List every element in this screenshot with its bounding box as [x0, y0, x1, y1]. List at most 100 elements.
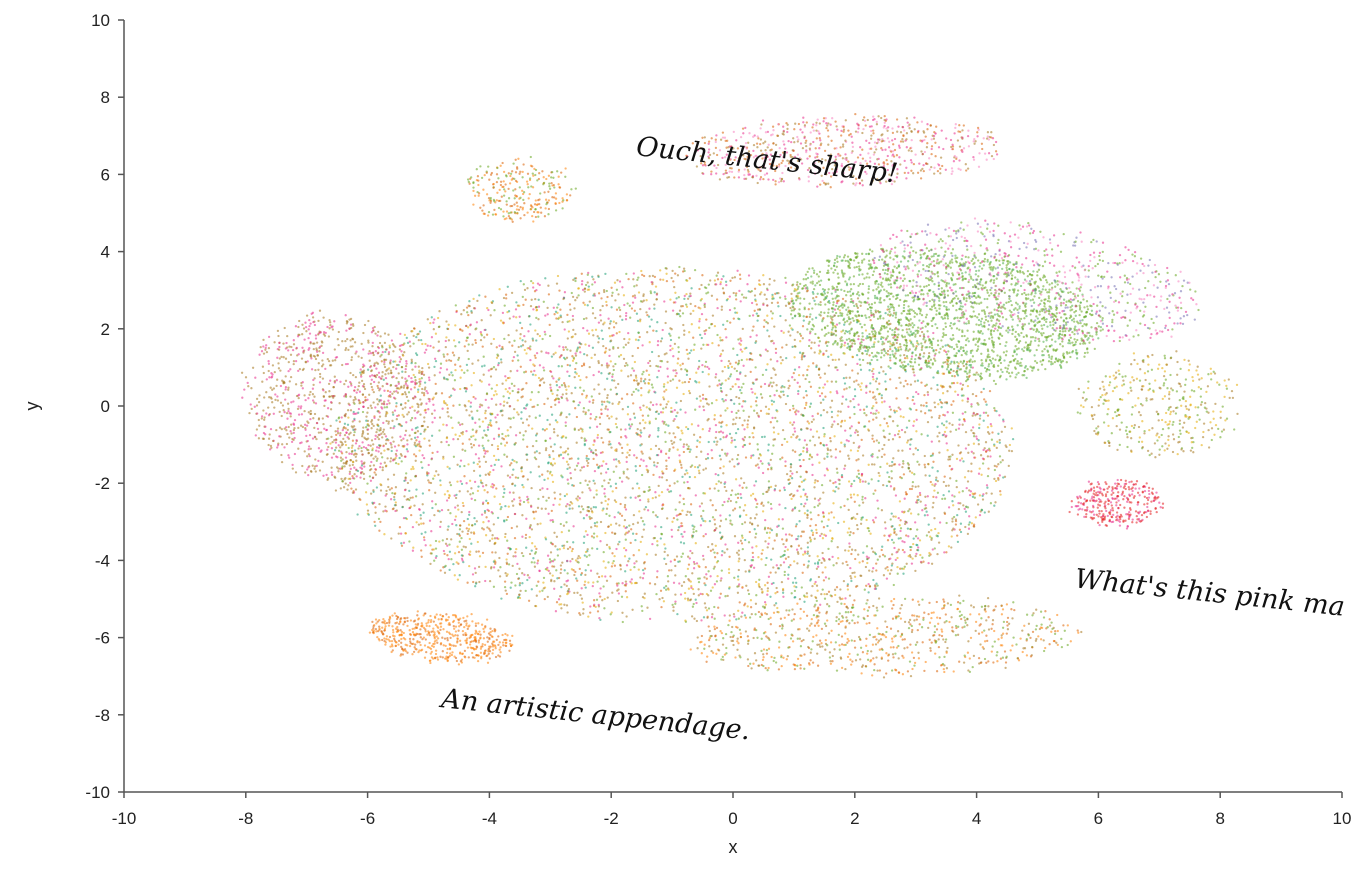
scatter-point	[533, 561, 536, 564]
scatter-point	[404, 377, 407, 380]
scatter-point	[676, 448, 679, 451]
scatter-point	[581, 430, 584, 433]
scatter-point	[781, 518, 784, 521]
scatter-point	[483, 364, 486, 367]
scatter-point	[550, 355, 554, 358]
scatter-point	[714, 436, 717, 439]
scatter-point	[547, 352, 550, 355]
scatter-point	[913, 473, 916, 476]
scatter-point	[466, 369, 469, 372]
scatter-point	[843, 341, 847, 344]
scatter-point	[843, 323, 846, 326]
scatter-point	[945, 434, 948, 437]
scatter-point	[926, 420, 930, 424]
scatter-point	[835, 366, 838, 369]
scatter-point	[496, 445, 500, 448]
scatter-point	[814, 596, 818, 600]
scatter-point	[837, 299, 840, 302]
scatter-point	[865, 518, 868, 522]
scatter-point	[837, 478, 840, 481]
scatter-point	[990, 438, 994, 441]
scatter-point	[789, 466, 793, 469]
scatter-point	[932, 376, 935, 379]
scatter-point	[613, 554, 616, 558]
scatter-point	[830, 511, 833, 514]
scatter-point	[659, 340, 663, 343]
scatter-point	[680, 429, 683, 432]
scatter-point	[758, 585, 761, 589]
scatter-point	[537, 298, 540, 301]
scatter-point	[830, 399, 834, 402]
scatter-point	[718, 383, 721, 386]
scatter-point	[650, 350, 654, 354]
scatter-point	[785, 539, 788, 542]
scatter-point	[651, 274, 655, 278]
scatter-point	[881, 447, 884, 451]
scatter-point	[632, 272, 635, 275]
scatter-point	[485, 484, 488, 487]
scatter-point	[578, 342, 582, 345]
scatter-point	[595, 493, 598, 496]
scatter-point	[481, 551, 485, 555]
scatter-point	[715, 482, 718, 486]
scatter-point	[866, 561, 869, 565]
scatter-point	[763, 435, 766, 438]
scatter-point	[783, 385, 786, 389]
scatter-point	[820, 392, 824, 395]
scatter-point	[498, 556, 501, 560]
scatter-point	[833, 588, 837, 591]
scatter-point	[399, 332, 402, 336]
scatter-point	[592, 457, 595, 461]
scatter-point	[591, 312, 595, 315]
scatter-point	[713, 414, 716, 417]
scatter-point	[758, 353, 762, 357]
scatter-point	[654, 525, 657, 528]
scatter-point	[704, 606, 707, 609]
scatter-point	[553, 431, 556, 434]
scatter-point	[778, 394, 781, 398]
scatter-point	[779, 356, 782, 359]
scatter-point	[587, 409, 590, 412]
scatter-point	[853, 571, 856, 574]
scatter-point	[446, 544, 449, 547]
scatter-point	[338, 420, 342, 423]
scatter-point	[764, 603, 767, 606]
scatter-point	[834, 593, 837, 597]
scatter-point	[662, 278, 665, 281]
scatter-point	[580, 272, 583, 275]
scatter-point	[693, 525, 696, 528]
scatter-point	[890, 477, 893, 480]
scatter-point	[721, 339, 724, 342]
scatter-point	[420, 460, 423, 464]
scatter-point	[460, 554, 464, 557]
scatter-point	[931, 483, 934, 486]
scatter-point	[601, 599, 604, 602]
scatter-point	[988, 449, 991, 452]
scatter-point	[952, 504, 955, 507]
scatter-point	[563, 384, 567, 387]
scatter-point	[998, 438, 1001, 442]
scatter-point	[432, 477, 435, 480]
scatter-point	[448, 543, 451, 546]
scatter-point	[560, 607, 563, 610]
scatter-point	[819, 414, 823, 417]
scatter-point	[914, 521, 917, 524]
scatter-point	[501, 311, 505, 315]
scatter-point	[409, 496, 412, 500]
scatter-point	[769, 394, 772, 398]
scatter-point	[703, 576, 706, 579]
scatter-point	[540, 507, 543, 510]
scatter-point	[593, 469, 597, 473]
scatter-point	[495, 403, 498, 406]
scatter-point	[461, 530, 464, 533]
scatter-point	[782, 331, 785, 334]
scatter-point	[601, 451, 604, 454]
scatter-point	[366, 482, 369, 485]
scatter-point	[466, 349, 469, 353]
scatter-point	[347, 446, 350, 450]
scatter-point	[627, 477, 630, 480]
scatter-point	[749, 564, 752, 568]
scatter-point	[442, 423, 445, 426]
scatter-point	[468, 333, 471, 336]
scatter-point	[774, 484, 777, 487]
